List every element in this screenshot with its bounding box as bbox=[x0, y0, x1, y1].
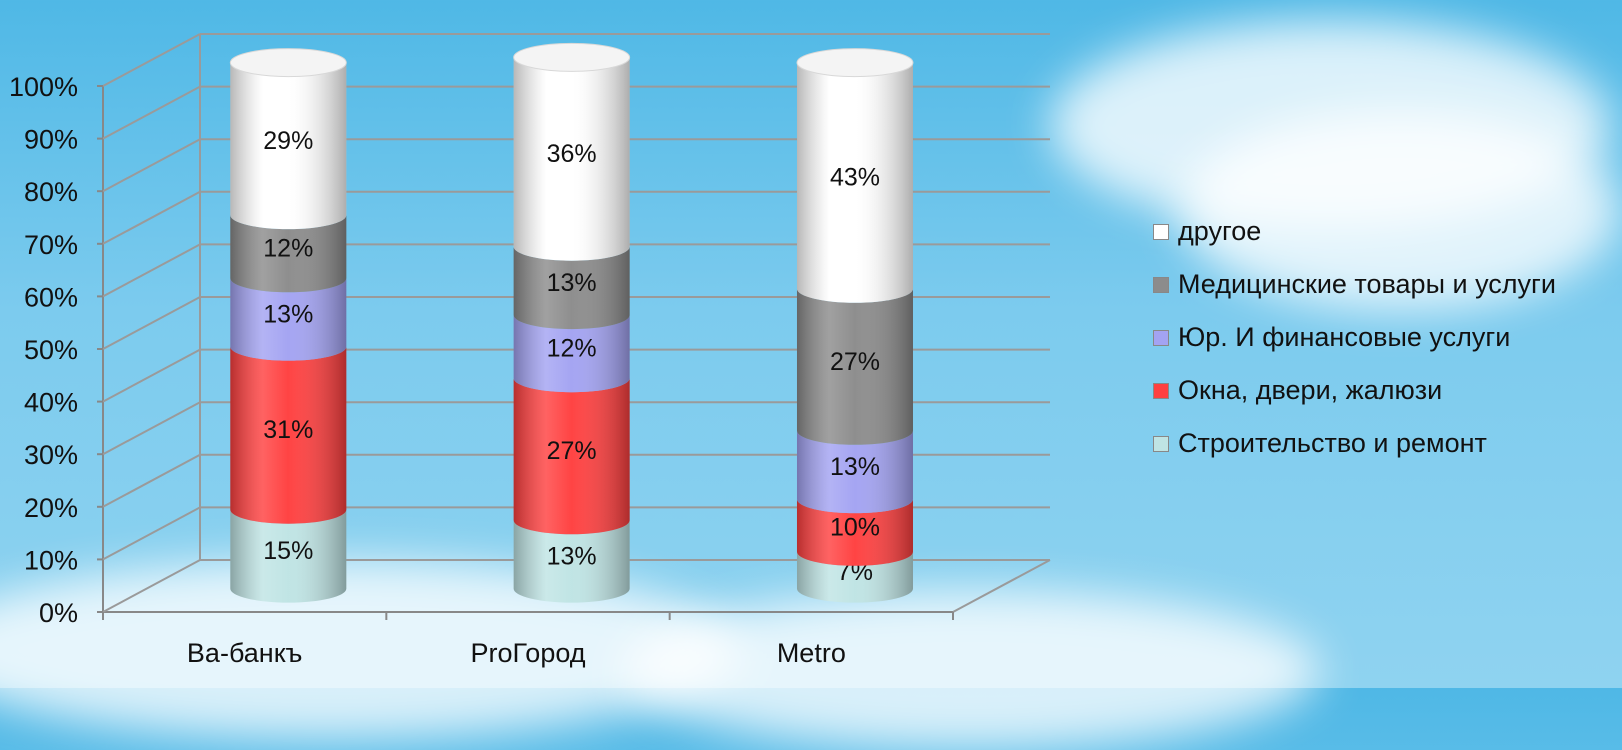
y-tick-label: 40% bbox=[24, 388, 78, 418]
legend: другое Медицинские товары и услуги Юр. И ф… bbox=[1153, 205, 1556, 470]
legend-swatch bbox=[1153, 276, 1169, 293]
x-tick-label: ProГород bbox=[470, 638, 585, 668]
bar-segment-shade bbox=[796, 288, 913, 445]
legend-label: Медицинские товары и услуги bbox=[1178, 269, 1556, 299]
y-tick-label: 90% bbox=[24, 125, 78, 155]
y-tick-label: 20% bbox=[24, 493, 78, 523]
x-tick-label: Metro bbox=[777, 638, 846, 668]
legend-item: Юр. И финансовые услуги bbox=[1153, 311, 1556, 364]
bar-segment-shade bbox=[230, 509, 347, 603]
bar-segment-shade bbox=[796, 62, 913, 303]
bar-segment-shade bbox=[230, 278, 347, 361]
data-label: 15% bbox=[263, 537, 313, 565]
depth-gridline bbox=[102, 243, 201, 298]
data-label: 13% bbox=[547, 269, 597, 297]
depth-gridline bbox=[102, 401, 201, 456]
bar-segment-shade bbox=[230, 346, 347, 524]
bar-stack: 7%10%13%27%43% bbox=[796, 48, 914, 603]
depth-gridline bbox=[102, 138, 201, 193]
depth-gridline bbox=[102, 453, 201, 508]
floor-edge bbox=[952, 559, 1051, 613]
bar-segment-shade bbox=[796, 499, 913, 566]
depth-gridline bbox=[102, 559, 201, 613]
data-label: 27% bbox=[830, 348, 880, 376]
stacked-cylinder-chart: 0% 10% 20% 30% 40% 50% 60% 70% 80% 90% 100% Ва-бан… bbox=[9, 33, 1051, 668]
depth-gridline bbox=[102, 348, 201, 403]
bar-segment-shade bbox=[513, 520, 630, 603]
data-label: 13% bbox=[547, 542, 597, 570]
y-tick-label: 10% bbox=[24, 545, 78, 575]
depth-gridline bbox=[102, 506, 201, 561]
bars: 15%31%13%12%29%13%27%12%13%36%7%10%13%27… bbox=[229, 42, 914, 603]
data-label: 10% bbox=[830, 513, 880, 541]
depth-gridline bbox=[102, 33, 201, 87]
y-tick-label: 100% bbox=[9, 72, 78, 102]
bar-segment-shade bbox=[513, 378, 630, 535]
data-label: 12% bbox=[263, 235, 313, 263]
y-axis-ticks: 0% 10% 20% 30% 40% 50% 60% 70% 80% 90% 100% bbox=[9, 72, 103, 628]
background-cloud bbox=[1180, 110, 1620, 310]
bar-segment-shade bbox=[230, 215, 347, 293]
x-axis-labels: Ва-банкъ ProГород Metro bbox=[102, 612, 954, 668]
legend-label: Строительство и ремонт bbox=[1178, 428, 1487, 458]
depth-gridline bbox=[102, 296, 201, 350]
bar-segment-shade bbox=[513, 57, 630, 261]
x-tick-label: Ва-банкъ bbox=[187, 638, 302, 668]
y-tick-label: 30% bbox=[24, 440, 78, 470]
legend-swatch bbox=[1153, 329, 1169, 346]
y-tick-label: 50% bbox=[24, 335, 78, 365]
y-tick-label: 0% bbox=[39, 598, 78, 628]
legend-label: другое bbox=[1178, 216, 1262, 246]
legend-label: Юр. И финансовые услуги bbox=[1178, 322, 1511, 352]
bar-stack: 13% 27% 12% 13% 36% bbox=[513, 42, 631, 603]
data-label: 27% bbox=[547, 437, 597, 465]
data-label: 31% bbox=[263, 416, 313, 444]
y-tick-label: 60% bbox=[24, 282, 78, 312]
data-label: 36% bbox=[547, 140, 597, 168]
data-label: 13% bbox=[263, 300, 313, 328]
data-label: 43% bbox=[830, 164, 880, 192]
legend-label: Окна, двери, жалюзи bbox=[1178, 375, 1443, 405]
depth-gridline bbox=[102, 190, 201, 245]
bar-cap bbox=[796, 48, 914, 78]
bar-stack: 15% 31% 13% 12% 29% bbox=[229, 48, 347, 603]
legend-swatch bbox=[1153, 223, 1169, 240]
data-label: 12% bbox=[547, 335, 597, 363]
bar-segment-shade bbox=[230, 62, 347, 230]
y-tick-label: 70% bbox=[24, 230, 78, 260]
legend-swatch bbox=[1153, 435, 1169, 452]
bar-cap bbox=[513, 42, 631, 72]
bar-segment-shade bbox=[796, 551, 913, 603]
y-tick-label: 80% bbox=[24, 177, 78, 207]
legend-item: Окна, двери, жалюзи bbox=[1153, 364, 1556, 417]
bar-segment-shade bbox=[513, 246, 630, 330]
bar-segment-shade bbox=[796, 430, 913, 514]
legend-item: Медицинские товары и услуги bbox=[1153, 258, 1556, 311]
data-label: 29% bbox=[263, 127, 313, 155]
depth-gridline bbox=[102, 85, 201, 140]
legend-swatch bbox=[1153, 382, 1169, 399]
legend-item: Строительство и ремонт bbox=[1153, 417, 1556, 470]
legend-item: другое bbox=[1153, 205, 1556, 258]
data-label: 13% bbox=[830, 453, 880, 481]
bar-segment-shade bbox=[513, 315, 630, 393]
bar-cap bbox=[229, 48, 347, 78]
